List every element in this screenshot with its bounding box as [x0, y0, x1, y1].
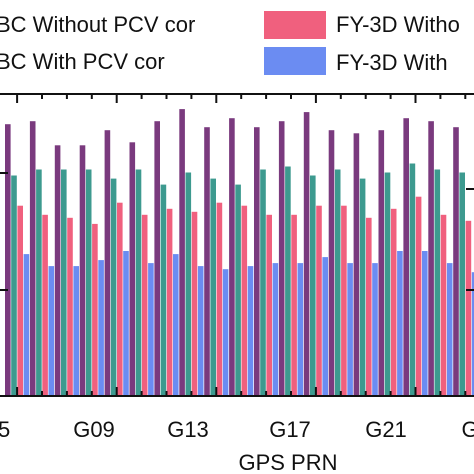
- bar-series1-group10: [260, 169, 266, 396]
- x-tick-labels: 5 G09 G13 G17 G21 G: [0, 417, 474, 442]
- bar-series2-group17: [440, 214, 447, 396]
- bar-series2-group0: [17, 205, 23, 396]
- bar-series0-group17: [428, 121, 434, 396]
- bar-series0-group14: [353, 133, 360, 397]
- bar-series2-group2: [67, 217, 73, 396]
- bar-series0-group8: [204, 127, 210, 396]
- bar-series2-group12: [316, 205, 322, 396]
- bar-series1-group12: [310, 175, 316, 396]
- bar-series1-group13: [334, 169, 341, 396]
- bar-series2-group15: [390, 208, 397, 396]
- bar-series0-group12: [303, 112, 310, 396]
- bar-series2-group6: [166, 208, 173, 396]
- bar-series1-group3: [85, 169, 92, 396]
- legend: BC Without PCV cor BC With PCV cor FY-3D…: [0, 11, 460, 75]
- bar-series3-group15: [397, 251, 403, 396]
- bar-series0-group5: [129, 142, 136, 396]
- bar-series3-group0: [23, 254, 30, 396]
- bar-series0-group11: [278, 121, 285, 396]
- bar-series3-group9: [247, 266, 254, 396]
- bar-series1-group11: [285, 166, 291, 396]
- bar-series0-group9: [229, 118, 235, 396]
- bar-series1-group16: [409, 163, 416, 396]
- bar-series2-group8: [216, 202, 223, 396]
- bar-series3-group2: [73, 266, 79, 396]
- bar-series1-group6: [160, 184, 167, 396]
- bar-series1-group5: [135, 169, 142, 396]
- bar-series3-group1: [48, 266, 55, 396]
- axes: [0, 93, 474, 397]
- bar-series2-group9: [241, 205, 248, 396]
- bar-series1-group4: [110, 178, 117, 396]
- bar-series3-group12: [322, 257, 328, 396]
- bars-group: [5, 109, 474, 397]
- bar-series2-group11: [291, 214, 297, 396]
- bar-series2-group5: [141, 214, 148, 396]
- bar-series0-group3: [79, 145, 86, 396]
- bar-series3-group18: [471, 272, 474, 396]
- bar-series3-group6: [173, 254, 179, 396]
- bar-series2-group16: [415, 196, 422, 396]
- bar-series0-group15: [378, 130, 385, 396]
- bar-series3-group17: [446, 263, 453, 396]
- bar-series1-group7: [185, 172, 192, 396]
- bar-series3-group7: [197, 266, 204, 396]
- bar-series1-group15: [384, 172, 391, 396]
- bar-series3-group13: [347, 263, 353, 396]
- bar-series3-group10: [272, 263, 279, 396]
- bar-series1-group14: [359, 178, 366, 396]
- bar-series0-group16: [403, 118, 409, 396]
- bar-series2-group3: [92, 223, 98, 396]
- bar-series1-group2: [61, 169, 67, 396]
- legend-swatch-fy3d-with: [264, 47, 326, 75]
- bar-series0-group10: [254, 127, 260, 396]
- bar-series1-group17: [434, 169, 441, 396]
- x-axis-title: GPS PRN: [238, 450, 337, 474]
- bar-series0-group6: [154, 121, 160, 396]
- bar-series3-group3: [98, 260, 104, 396]
- bar-series3-group4: [123, 251, 129, 396]
- bar-series1-group18: [459, 172, 465, 396]
- bar-series0-group7: [179, 109, 185, 396]
- x-tick-label-3: G17: [269, 417, 311, 442]
- bar-series3-group11: [297, 263, 304, 396]
- bar-series3-group8: [222, 269, 229, 396]
- legend-label-fy3d-with: FY-3D With: [336, 50, 448, 75]
- bar-series0-group0: [5, 124, 11, 396]
- bar-series0-group4: [104, 130, 111, 396]
- x-tick-label-2: G13: [167, 417, 209, 442]
- legend-label-fy3d-without: FY-3D Witho: [336, 12, 460, 37]
- bar-series3-group5: [148, 263, 154, 396]
- bar-series1-group8: [210, 178, 216, 396]
- bar-series0-group1: [29, 121, 36, 396]
- x-tick-label-1: G09: [73, 417, 115, 442]
- bar-series1-group9: [235, 184, 241, 396]
- bar-series1-group1: [36, 169, 42, 396]
- bar-series0-group18: [453, 127, 459, 396]
- bar-series2-group10: [266, 214, 272, 396]
- bar-series2-group14: [366, 217, 372, 396]
- bar-series1-group0: [11, 175, 17, 396]
- bar-series3-group16: [422, 251, 428, 396]
- bar-series2-group13: [341, 205, 347, 396]
- x-tick-label-5: G: [461, 417, 474, 442]
- tick-marks: [0, 94, 474, 397]
- x-tick-label-0: 5: [0, 417, 10, 442]
- bar-series2-group1: [42, 214, 48, 396]
- bar-series2-group7: [191, 211, 198, 396]
- bar-series0-group13: [328, 130, 335, 396]
- bar-series2-group4: [117, 202, 123, 396]
- legend-label-bc-without: BC Without PCV cor: [0, 12, 195, 37]
- bar-series2-group18: [465, 220, 472, 396]
- bar-series3-group14: [372, 263, 378, 396]
- x-tick-label-4: G21: [365, 417, 407, 442]
- legend-swatch-fy3d-without: [264, 11, 326, 39]
- legend-label-bc-with: BC With PCV cor: [0, 49, 165, 74]
- bar-series0-group2: [54, 145, 61, 396]
